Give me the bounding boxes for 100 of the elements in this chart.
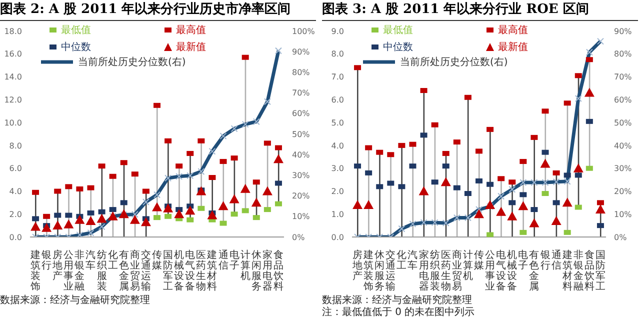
y-tick-label: 7.0 [331, 72, 344, 82]
legend-label: 最低值 [61, 24, 91, 37]
x-tick-label: 纺织服装 [430, 249, 440, 292]
y2-tick-label: 0% [292, 232, 306, 242]
y-tick-label: 4.0 [331, 141, 344, 150]
x-tick-label: 房地产 [52, 249, 63, 282]
x-tick-label: 有色金属 [529, 249, 540, 292]
y-tick-label: 16.0 [4, 50, 22, 59]
x-tick-label: 汽车 [86, 249, 96, 272]
y2-tick-label: 0% [614, 232, 628, 242]
x-tick-label: 化工 [108, 249, 118, 272]
y2-tick-label: 100% [292, 26, 316, 36]
y2-tick-label: 50% [292, 130, 310, 139]
legend-label: 中位数 [61, 40, 91, 54]
x-tick-label: 建筑材料 [206, 249, 218, 292]
x-tick-label: 通信 [218, 249, 228, 272]
x-tick-label: 化工 [396, 249, 407, 272]
y-tick-label: 1.0 [331, 210, 344, 219]
y-tick-label: 4.0 [9, 187, 22, 196]
x-tick-label: 医药生物 [440, 250, 451, 292]
x-tick-label: 建筑装饰 [362, 249, 374, 292]
y-tick-label: 14.0 [4, 72, 22, 82]
x-tick-label: 商业贸易 [130, 249, 140, 292]
y2-tick-label: 90% [292, 47, 310, 56]
y2-tick-label: 50% [614, 118, 632, 128]
x-tick-label: 机械设备 [174, 249, 184, 292]
y-tick-label: 0.0 [331, 232, 344, 242]
y2-tick-label: 60% [614, 96, 632, 105]
y2-tick-label: 20% [292, 192, 310, 201]
y2-tick-label: 70% [614, 72, 632, 82]
source-note: 数据来源：经济与金融研究院整理 [322, 295, 473, 306]
legend-label: 当前所处历史分位数(右) [78, 56, 186, 69]
chart-title: 图表 2: A 股 2011 年以来分行业历史市净率区间 [0, 0, 316, 21]
y-tick-label: 9.0 [331, 26, 344, 36]
x-tick-label: 交通运输 [140, 249, 151, 292]
legend-label: 最低值 [383, 24, 413, 37]
x-tick-label: 纺织服装 [96, 249, 107, 292]
x-tick-label: 食品饮料 [583, 249, 594, 292]
x-tick-label: 休闲服务 [251, 250, 262, 292]
source-note: 数据来源：经济与金融研究院整理 [0, 295, 151, 307]
legend-label: 中位数 [383, 40, 413, 54]
y2-tick-label: 40% [614, 141, 632, 150]
x-tick-label: 电气设备 [496, 249, 506, 292]
y2-tick-label: 90% [614, 26, 632, 36]
x-tick-label: 公用事业 [485, 249, 496, 292]
y-tick-label: 2.0 [9, 210, 22, 219]
x-tick-label: 汽车 [408, 249, 418, 272]
legend-label: 最新值 [498, 40, 528, 54]
y-tick-label: 3.0 [331, 164, 344, 174]
x-tick-label: 家用电器 [418, 249, 429, 292]
legend-label: 最高值 [498, 24, 528, 37]
text: 注：最低值低于 0 的未在图中列示 [322, 307, 476, 319]
y-tick-label: 8.0 [9, 141, 22, 150]
y-tick-label: 2.0 [331, 187, 344, 196]
legend-label: 最高值 [176, 24, 206, 37]
x-tick-label: 医药生物 [196, 250, 206, 292]
y-tick-label: 10.0 [4, 118, 22, 128]
x-tick-label: 电子 [518, 249, 528, 272]
y2-tick-label: 20% [614, 187, 632, 196]
x-tick-label: 计算机 [462, 249, 473, 282]
y-tick-label: 18.0 [4, 26, 22, 36]
legend-label: 最新值 [176, 40, 206, 54]
x-tick-label: 公用事业 [64, 249, 74, 292]
x-tick-label: 建筑材料 [561, 249, 572, 292]
x-tick-label: 有色金属 [118, 249, 129, 292]
x-tick-label: 通信 [551, 249, 562, 272]
y-tick-label: 12.0 [4, 96, 22, 105]
y2-tick-label: 10% [292, 212, 310, 222]
legend-label: 当前所处历史分位数(右) [400, 56, 508, 69]
chart-title: 图表 3: A 股 2011 年以来分行业 ROE 区间 [322, 0, 638, 21]
x-tick-label: 商业贸易 [452, 249, 462, 292]
x-tick-label: 电气设备 [185, 249, 196, 292]
y2-tick-label: 60% [292, 109, 310, 118]
y-tick-label: 0.0 [9, 232, 22, 242]
x-tick-label: 国防军工 [595, 250, 606, 292]
y2-tick-label: 30% [292, 171, 310, 180]
x-tick-label: 建筑装饰 [30, 249, 41, 292]
x-tick-label: 交通运输 [386, 249, 396, 292]
y2-tick-label: 80% [614, 50, 632, 59]
x-tick-label: 电子 [229, 249, 240, 272]
x-tick-label: 银行 [40, 250, 52, 272]
y-tick-label: 8.0 [331, 50, 344, 59]
x-tick-label: 银行 [539, 250, 550, 272]
x-tick-label: 房地产 [352, 249, 363, 282]
x-tick-label: 非银金融 [74, 249, 85, 292]
x-tick-label: 传媒 [152, 250, 162, 272]
x-tick-label: 国防军工 [163, 250, 174, 292]
y-tick-label: 6.0 [9, 164, 22, 174]
y2-tick-label: 10% [614, 210, 632, 219]
x-tick-label: 非银金融 [572, 249, 584, 292]
x-tick-label: 食品饮料 [272, 249, 284, 292]
x-tick-label: 家用电器 [262, 249, 272, 292]
x-tick-label: 休闲服务 [374, 250, 385, 292]
x-tick-label: 计算机 [240, 249, 250, 282]
y2-tick-label: 40% [292, 150, 310, 160]
y2-tick-label: 30% [614, 164, 632, 174]
y-tick-label: 5.0 [331, 118, 344, 128]
y2-tick-label: 80% [292, 68, 310, 78]
y2-tick-label: 70% [292, 88, 310, 98]
x-tick-label: 机械设备 [507, 249, 518, 292]
